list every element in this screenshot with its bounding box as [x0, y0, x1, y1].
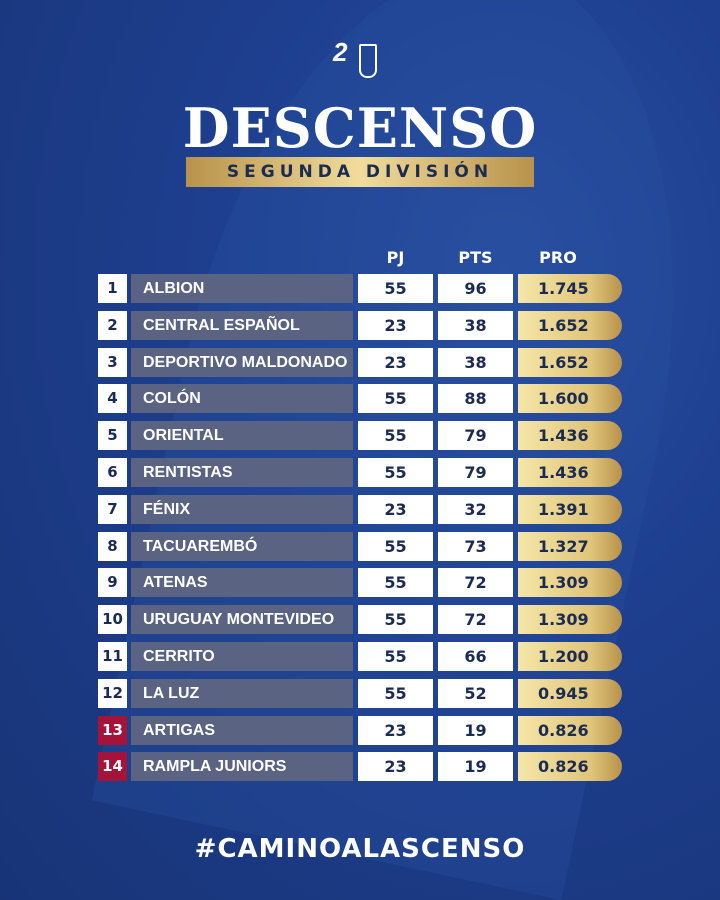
pts-cell: 72: [438, 568, 513, 598]
team-name: CERRITO: [131, 642, 353, 671]
table-row: 6 RENTISTAS 55 79 1.436: [98, 458, 622, 487]
auf-shield-icon: [359, 44, 378, 78]
table-row: 13 ARTIGAS 23 19 0.826: [98, 715, 622, 745]
team-name: ATENAS: [131, 568, 353, 598]
pts-cell: 88: [438, 384, 513, 414]
pj-cell: 55: [358, 458, 433, 487]
table-row: 4 COLÓN 55 88 1.600: [98, 384, 622, 414]
table-row: 10 URUGUAY MONTEVIDEO 55 72 1.309: [98, 605, 622, 635]
rank-cell: 13: [98, 715, 127, 745]
pro-cell: 1.436: [518, 458, 622, 487]
pj-cell: 23: [358, 310, 433, 340]
rank-cell: 3: [98, 347, 127, 377]
pro-cell: 1.436: [518, 421, 622, 451]
team-name: URUGUAY MONTEVIDEO: [131, 605, 353, 635]
pj-cell: 23: [358, 752, 433, 782]
team-name: FÉNIX: [131, 494, 353, 524]
pro-cell: 1.745: [518, 274, 622, 303]
pj-cell: 23: [358, 494, 433, 524]
team-name: ALBION: [131, 274, 353, 303]
pj-cell: 55: [358, 274, 433, 303]
team-name: LA LUZ: [131, 678, 353, 708]
pj-cell: 23: [358, 347, 433, 377]
col-header-pro: PRO: [539, 248, 577, 267]
pro-cell: 1.391: [518, 494, 622, 524]
logo-number: 2: [333, 37, 348, 67]
rank-cell: 7: [98, 494, 127, 524]
pts-cell: 38: [438, 310, 513, 340]
rank-cell: 12: [98, 678, 127, 708]
table-row: 12 LA LUZ 55 52 0.945: [98, 678, 622, 708]
pj-cell: 55: [358, 605, 433, 635]
pj-cell: 55: [358, 678, 433, 708]
rank-cell: 11: [98, 642, 127, 671]
team-name: DEPORTIVO MALDONADO: [131, 347, 353, 377]
pts-cell: 79: [438, 458, 513, 487]
pts-cell: 79: [438, 421, 513, 451]
team-name: ORIENTAL: [131, 421, 353, 451]
rank-cell: 2: [98, 310, 127, 340]
pro-cell: 1.600: [518, 384, 622, 414]
pro-cell: 0.826: [518, 752, 622, 782]
pj-cell: 55: [358, 642, 433, 671]
page-subtitle: SEGUNDA DIVISIÓN: [186, 157, 534, 187]
pts-cell: 66: [438, 642, 513, 671]
rank-cell: 4: [98, 384, 127, 414]
pj-cell: 55: [358, 531, 433, 561]
hashtag: #CAMINOALASCENSO: [194, 834, 526, 864]
pts-cell: 52: [438, 678, 513, 708]
table-row: 7 FÉNIX 23 32 1.391: [98, 494, 622, 524]
team-name: RENTISTAS: [131, 458, 353, 487]
pj-cell: 55: [358, 568, 433, 598]
rank-cell: 14: [98, 752, 127, 782]
pts-cell: 19: [438, 752, 513, 782]
table-row: 1 ALBION 55 96 1.745: [98, 274, 622, 303]
rank-cell: 5: [98, 421, 127, 451]
pro-cell: 1.652: [518, 347, 622, 377]
pro-cell: 1.309: [518, 605, 622, 635]
pts-cell: 19: [438, 715, 513, 745]
rank-cell: 9: [98, 568, 127, 598]
rank-cell: 6: [98, 458, 127, 487]
pj-cell: 55: [358, 384, 433, 414]
rank-cell: 1: [98, 274, 127, 303]
table-row: 5 ORIENTAL 55 79 1.436: [98, 421, 622, 451]
pts-cell: 38: [438, 347, 513, 377]
team-name: CENTRAL ESPAÑOL: [131, 310, 353, 340]
table-row: 14 RAMPLA JUNIORS 23 19 0.826: [98, 752, 622, 782]
team-name: RAMPLA JUNIORS: [131, 752, 353, 782]
pro-cell: 1.309: [518, 568, 622, 598]
pro-cell: 0.826: [518, 715, 622, 745]
table-row: 8 TACUAREMBÓ 55 73 1.327: [98, 531, 622, 561]
table-row: 11 CERRITO 55 66 1.200: [98, 642, 622, 671]
table-row: 3 DEPORTIVO MALDONADO 23 38 1.652: [98, 347, 622, 377]
pts-cell: 32: [438, 494, 513, 524]
league-logos: 2: [333, 37, 378, 78]
col-header-pj: PJ: [386, 248, 405, 267]
pj-cell: 23: [358, 715, 433, 745]
page-title: DESCENSO: [182, 96, 538, 160]
pro-cell: 1.652: [518, 310, 622, 340]
pro-cell: 0.945: [518, 678, 622, 708]
pro-cell: 1.200: [518, 642, 622, 671]
rank-cell: 8: [98, 531, 127, 561]
pts-cell: 73: [438, 531, 513, 561]
pro-cell: 1.327: [518, 531, 622, 561]
pts-cell: 72: [438, 605, 513, 635]
pj-cell: 55: [358, 421, 433, 451]
team-name: COLÓN: [131, 384, 353, 414]
col-header-pts: PTS: [458, 248, 493, 267]
table-row: 2 CENTRAL ESPAÑOL 23 38 1.652: [98, 310, 622, 340]
table-row: 9 ATENAS 55 72 1.309: [98, 568, 622, 598]
pts-cell: 96: [438, 274, 513, 303]
team-name: ARTIGAS: [131, 715, 353, 745]
team-name: TACUAREMBÓ: [131, 531, 353, 561]
segunda-logo: 2: [333, 37, 348, 67]
rank-cell: 10: [98, 605, 127, 635]
